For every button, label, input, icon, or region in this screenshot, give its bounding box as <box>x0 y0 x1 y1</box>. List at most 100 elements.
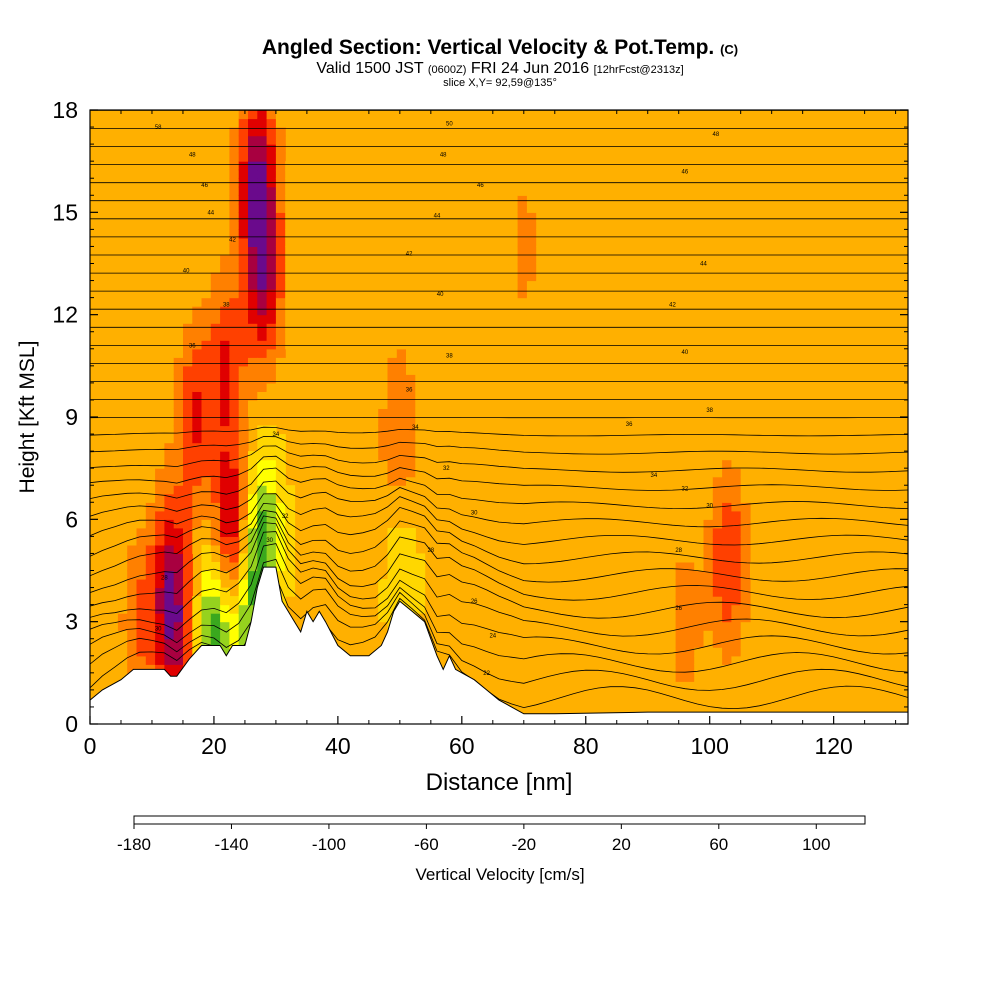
colorbar-tick-label: -180 <box>117 835 151 854</box>
field-cell <box>675 655 686 665</box>
field-cell <box>257 357 268 367</box>
field-cell <box>722 596 732 606</box>
field-cell <box>396 553 407 563</box>
field-cell <box>731 672 742 682</box>
field-cell <box>183 382 193 392</box>
field-cell <box>666 664 677 674</box>
field-cell <box>257 374 268 384</box>
field-cell <box>285 229 296 239</box>
field-cell <box>173 502 184 512</box>
field-cell <box>136 630 147 640</box>
field-cell <box>536 229 547 239</box>
y-tick-label: 9 <box>65 404 78 430</box>
field-cell <box>238 195 249 205</box>
field-cell <box>517 297 528 307</box>
field-cell <box>145 596 156 606</box>
field-cell <box>517 152 528 162</box>
field-cell <box>117 579 128 589</box>
field-cell <box>368 544 379 554</box>
field-cell <box>220 630 230 640</box>
field-cell <box>127 519 138 529</box>
field-cell <box>210 272 221 282</box>
field-cell <box>387 536 398 546</box>
field-cell <box>145 476 156 486</box>
field-cell <box>257 152 268 162</box>
field-cell <box>164 638 175 648</box>
field-cell <box>201 280 212 290</box>
field-cell <box>238 272 249 282</box>
field-cell <box>229 434 240 444</box>
field-cell <box>526 195 537 205</box>
field-cell <box>285 536 296 546</box>
field-cell <box>229 169 240 179</box>
field-cell <box>378 348 389 358</box>
contour-labels: 58 48 46 44 42 40 38 36 28 30 34 32 30 50 48 46 44 42 40 38… <box>155 122 720 677</box>
field-cell <box>201 630 212 640</box>
field-cell <box>127 579 138 589</box>
field-cell <box>192 476 203 486</box>
field-cell <box>173 485 184 495</box>
field-cell <box>694 689 705 699</box>
field-cell <box>183 519 193 529</box>
field-cell <box>266 527 277 537</box>
field-cell <box>285 544 296 554</box>
field-cell <box>666 553 677 563</box>
field-cell <box>610 570 621 580</box>
field-cell <box>136 621 147 631</box>
field-cell <box>173 382 184 392</box>
field-cell <box>145 570 156 580</box>
field-cell <box>192 357 203 367</box>
field-cell <box>164 382 175 392</box>
field-cell <box>406 374 416 384</box>
field-cell <box>359 544 370 554</box>
field-cell <box>285 323 296 333</box>
field-cell <box>378 382 389 392</box>
field-cell <box>183 493 193 503</box>
y-tick-label: 3 <box>65 609 78 635</box>
field-cell <box>712 562 723 572</box>
field-cell <box>238 399 249 409</box>
field-cell <box>508 195 519 205</box>
field-cell <box>629 519 639 529</box>
field-cell <box>619 519 630 529</box>
field-cell <box>275 562 286 572</box>
field-cell <box>248 127 258 137</box>
contour-label: 30 <box>266 538 273 544</box>
field-cell <box>136 485 147 495</box>
field-cell <box>229 596 240 606</box>
field-cell <box>610 468 621 478</box>
field-cell <box>368 536 379 546</box>
field-cell <box>731 459 742 469</box>
colorbar-tick-label: -60 <box>414 835 439 854</box>
field-cell <box>387 485 398 495</box>
field-cell <box>406 340 416 350</box>
field-cell <box>684 672 695 682</box>
field-cell <box>722 672 732 682</box>
field-cell <box>201 476 212 486</box>
field-cell <box>173 425 184 435</box>
field-cell <box>275 144 286 154</box>
field-cell <box>378 596 389 606</box>
field-cell <box>629 536 639 546</box>
contour-label: 30 <box>155 627 162 633</box>
field-cell <box>201 493 212 503</box>
field-cell <box>740 630 751 640</box>
field-cell <box>526 306 537 316</box>
field-cell <box>275 451 286 461</box>
field-cell <box>266 553 277 563</box>
field-cell <box>517 203 528 213</box>
field-cell <box>257 220 268 230</box>
field-cell <box>684 664 695 674</box>
field-cell <box>266 502 277 512</box>
field-cell <box>238 527 249 537</box>
field-cell <box>257 468 268 478</box>
field-cell <box>415 604 426 614</box>
field-cell <box>415 374 426 384</box>
field-cell <box>220 408 230 418</box>
field-cell <box>229 195 240 205</box>
field-cell <box>220 391 230 401</box>
field-cell <box>192 289 203 299</box>
field-cell <box>666 630 677 640</box>
field-cell <box>210 451 221 461</box>
field-cell <box>266 255 277 265</box>
